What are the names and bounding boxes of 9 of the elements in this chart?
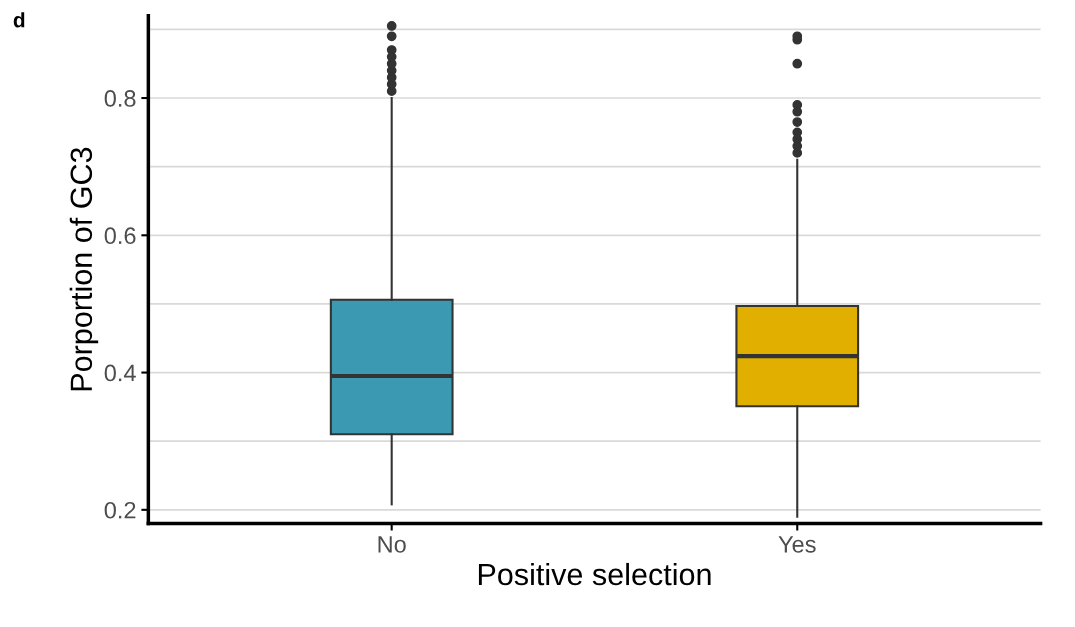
y-tick-label: 0.2 bbox=[104, 501, 136, 519]
y-tick-label: 0.6 bbox=[104, 227, 136, 245]
y-tick-label: 0.4 bbox=[104, 364, 136, 382]
text: d bbox=[13, 12, 25, 28]
x-tick-label: No bbox=[378, 536, 406, 553]
x-tick-label: Yes bbox=[778, 536, 816, 553]
y-axis-title: Porportion of GC3 bbox=[69, 147, 99, 391]
x-axis-title: Positive selection bbox=[478, 562, 711, 586]
y-tick-label: 0.8 bbox=[104, 90, 136, 107]
